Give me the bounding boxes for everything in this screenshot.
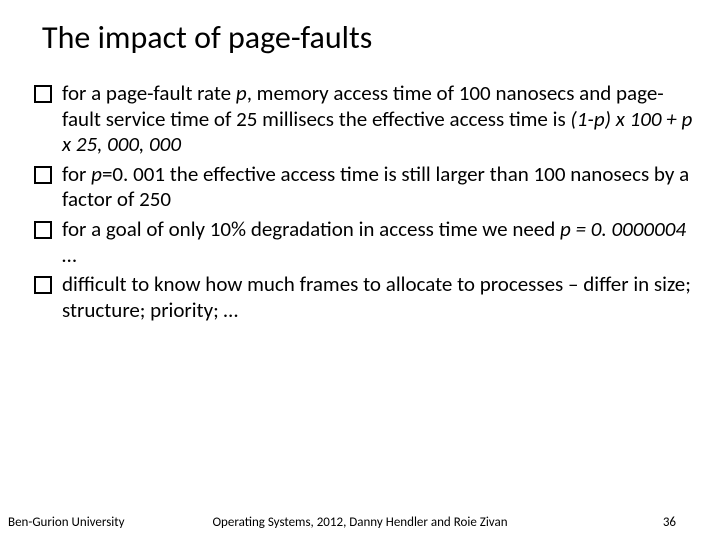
- text: for a goal of only 10% degradation in ac…: [62, 216, 560, 242]
- footer-left: Ben-Gurion University: [8, 515, 125, 530]
- list-item: for a goal of only 10% degradation in ac…: [30, 217, 696, 268]
- page-title: The impact of page-faults: [42, 18, 696, 57]
- footer-center: Operating Systems, 2012, Danny Hendler a…: [212, 515, 507, 530]
- text: …: [62, 242, 77, 268]
- list-item: difficult to know how much frames to all…: [30, 272, 696, 323]
- text-italic: p: [91, 161, 102, 187]
- list-item: for a page-fault rate p, memory access t…: [30, 81, 696, 158]
- slide: The impact of page-faults for a page-fau…: [0, 0, 720, 540]
- text: =0. 001 the effective access time is sti…: [62, 161, 689, 213]
- text: for: [62, 161, 91, 187]
- text-italic: p = 0. 0000004: [560, 216, 686, 242]
- list-item: for p=0. 001 the effective access time i…: [30, 162, 696, 213]
- text: for a page-fault rate: [62, 80, 236, 106]
- page-number: 36: [663, 515, 676, 530]
- text-italic: p: [236, 80, 247, 106]
- bullet-list: for a page-fault rate p, memory access t…: [24, 81, 696, 323]
- text: difficult to know how much frames to all…: [62, 271, 691, 323]
